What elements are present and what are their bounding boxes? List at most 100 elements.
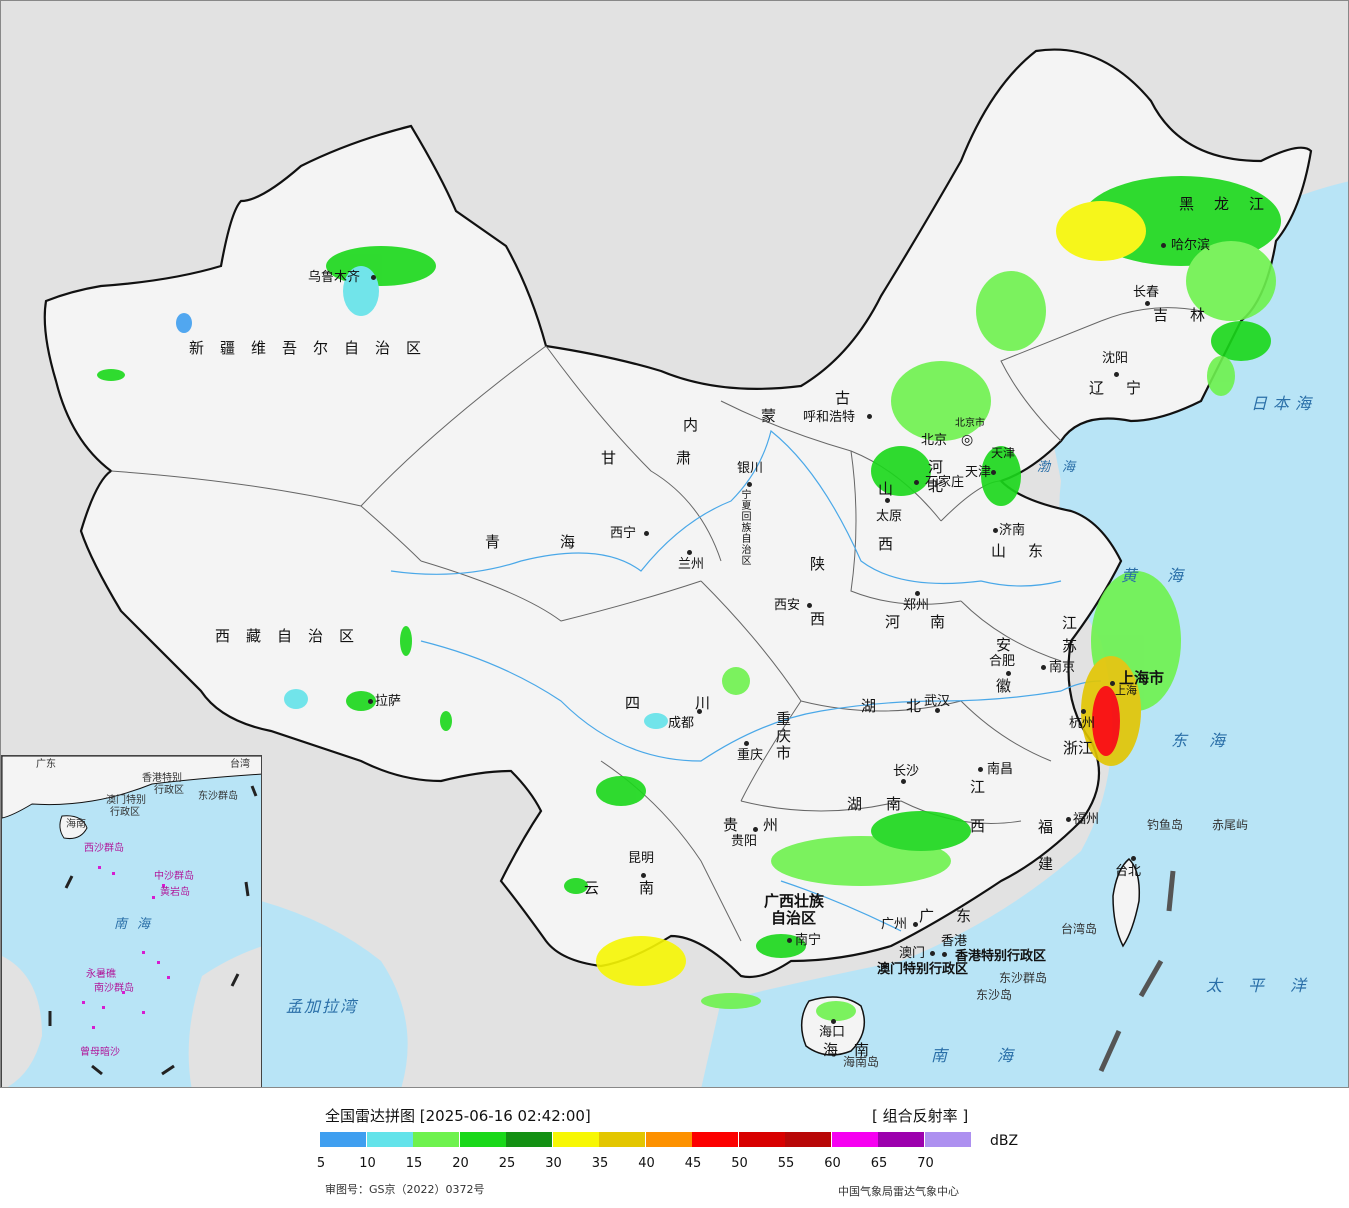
inset-guangdong: 广东 [36, 759, 56, 770]
province-hebei: 河北 [926, 459, 944, 497]
map-base [1, 48, 1348, 1087]
city-dot-taipei [1131, 856, 1136, 861]
inset-taiwan: 台湾 [230, 759, 250, 770]
province-yunnan: 云南 [584, 879, 695, 897]
city-jinan: 济南 [999, 523, 1026, 538]
inset-base [2, 756, 261, 1087]
legend-tick-label: 70 [917, 1156, 934, 1171]
city-dot-urumqi [371, 275, 376, 280]
city-dot-zhengzhou [915, 591, 920, 596]
legend-tick-label: 35 [591, 1156, 609, 1171]
city-dot-lanzhou [687, 550, 692, 555]
inset-south-sea: 南海 [114, 917, 161, 932]
sea-area [701, 252, 1348, 1087]
city-fuzhou: 福州 [1073, 812, 1100, 827]
city-dot-xining [644, 531, 649, 536]
inset-hk-2: 行政区 [154, 785, 184, 796]
province-hongkong: 香港特别行政区 [955, 949, 1047, 964]
city-dot-kunming [641, 873, 646, 878]
province-shanghai: 上海市 [1119, 669, 1165, 687]
city-dot-macao [930, 951, 935, 956]
review-number: 审图号：GS京（2022）0372号 [325, 1183, 485, 1196]
island-dongsha: 东沙岛 [976, 988, 1013, 1002]
city-dot-xian [807, 603, 812, 608]
city-yinchuan: 银川 [737, 461, 764, 476]
city-dot-wuhan [935, 708, 940, 713]
province-jilin: 吉林 [1153, 306, 1228, 324]
inset-hainan: 海南 [66, 819, 86, 830]
city-dot-hefei [1006, 671, 1011, 676]
legend-tick-label: 15 [405, 1156, 423, 1171]
city-dot-yinchuan [747, 482, 752, 487]
legend-panel [0, 1088, 1349, 1208]
sea-south-label: 南海 [931, 1046, 1064, 1065]
capital-icon: ◎ [961, 432, 974, 448]
city-dot-changchun [1145, 301, 1150, 306]
legend-swatch [738, 1132, 785, 1147]
island-diaoyu: 钓鱼岛 [1147, 818, 1184, 832]
inset-zengmu: 曾母暗沙 [80, 1047, 120, 1058]
city-dot-nanjing [1041, 665, 1046, 670]
city-wuhan: 武汉 [924, 694, 951, 709]
legend-swatch [552, 1132, 599, 1147]
city-guiyang: 贵阳 [731, 834, 758, 849]
inset-zhongsha: 中沙群岛 [154, 871, 194, 882]
city-haikou: 海口 [819, 1025, 846, 1040]
city-xian: 西安 [774, 598, 801, 613]
city-dot-haikou [831, 1019, 836, 1024]
city-dot-fuzhou [1066, 817, 1071, 822]
province-liaoning: 辽宁 [1089, 379, 1164, 397]
legend-swatch [506, 1132, 552, 1147]
inset-mo-1: 澳门特别 [106, 795, 146, 806]
island-taiwan: 台湾岛 [1061, 922, 1098, 936]
city-changsha: 长沙 [893, 764, 920, 779]
province-zhejiang: 浙江 [1063, 739, 1094, 757]
province-chongqing: 重庆市 [774, 711, 792, 762]
island-hainan: 海南岛 [843, 1055, 880, 1069]
province-shaanxi: 陕西 [808, 556, 826, 666]
province-hunan: 湖南 [847, 795, 926, 813]
inset-xisha: 西沙群岛 [84, 843, 124, 854]
city-shenyang: 沈阳 [1102, 351, 1129, 366]
legend-swatch [785, 1132, 831, 1147]
city-dot-jinan [993, 528, 998, 533]
city-tianjin: 天津 [965, 465, 992, 480]
city-chengdu: 成都 [668, 716, 695, 731]
sea-bengal-label: 孟加拉湾 [286, 997, 359, 1016]
city-dot-nanchang [978, 767, 983, 772]
city-harbin: 哈尔滨 [1171, 238, 1211, 253]
province-neimenggu-3: 古 [835, 389, 851, 407]
legend-tick-label: 45 [684, 1156, 702, 1171]
city-dot-guiyang [753, 827, 758, 832]
city-dot-chongqing [744, 741, 749, 746]
city-dot-lhasa [368, 699, 373, 704]
city-dot-guangzhou [913, 922, 918, 927]
inset-hk-1: 香港特别 [142, 773, 182, 784]
sea-bohai-label: 渤海 [1037, 460, 1088, 475]
taiwan-island [1112, 857, 1141, 948]
legend-tick-label: 40 [638, 1156, 655, 1171]
city-lhasa: 拉萨 [375, 694, 402, 709]
city-dot-hongkong [942, 952, 947, 957]
city-hefei: 合肥 [989, 654, 1016, 669]
city-dot-shenyang [1114, 372, 1119, 377]
city-lanzhou: 兰州 [678, 557, 705, 572]
province-gansu: 甘肃 [601, 449, 752, 467]
legend-tick-label: 25 [498, 1156, 516, 1171]
legend-tick-label: 5 [316, 1156, 326, 1171]
city-xining: 西宁 [610, 526, 637, 541]
island-dongsha-group: 东沙群岛 [999, 971, 1048, 985]
sea-pacific-label: 太平洋 [1206, 976, 1333, 995]
province-guizhou: 贵州 [723, 816, 804, 834]
legend-swatch [878, 1132, 924, 1147]
city-hohhot: 呼和浩特 [803, 410, 856, 425]
legend-unit: dBZ [990, 1133, 1019, 1149]
legend-tick-label: 60 [824, 1156, 841, 1171]
city-dot-tianjin [991, 470, 996, 475]
province-ningxia: 宁夏回族自治区 [739, 489, 750, 566]
city-dot-shanghai [1110, 681, 1115, 686]
province-hainan: 海南 [823, 1041, 886, 1059]
inset-dongsha: 东沙群岛 [198, 791, 238, 802]
province-fujian: 福建 [1036, 819, 1054, 893]
legend-product: [ 组合反射率 ] [872, 1107, 969, 1125]
